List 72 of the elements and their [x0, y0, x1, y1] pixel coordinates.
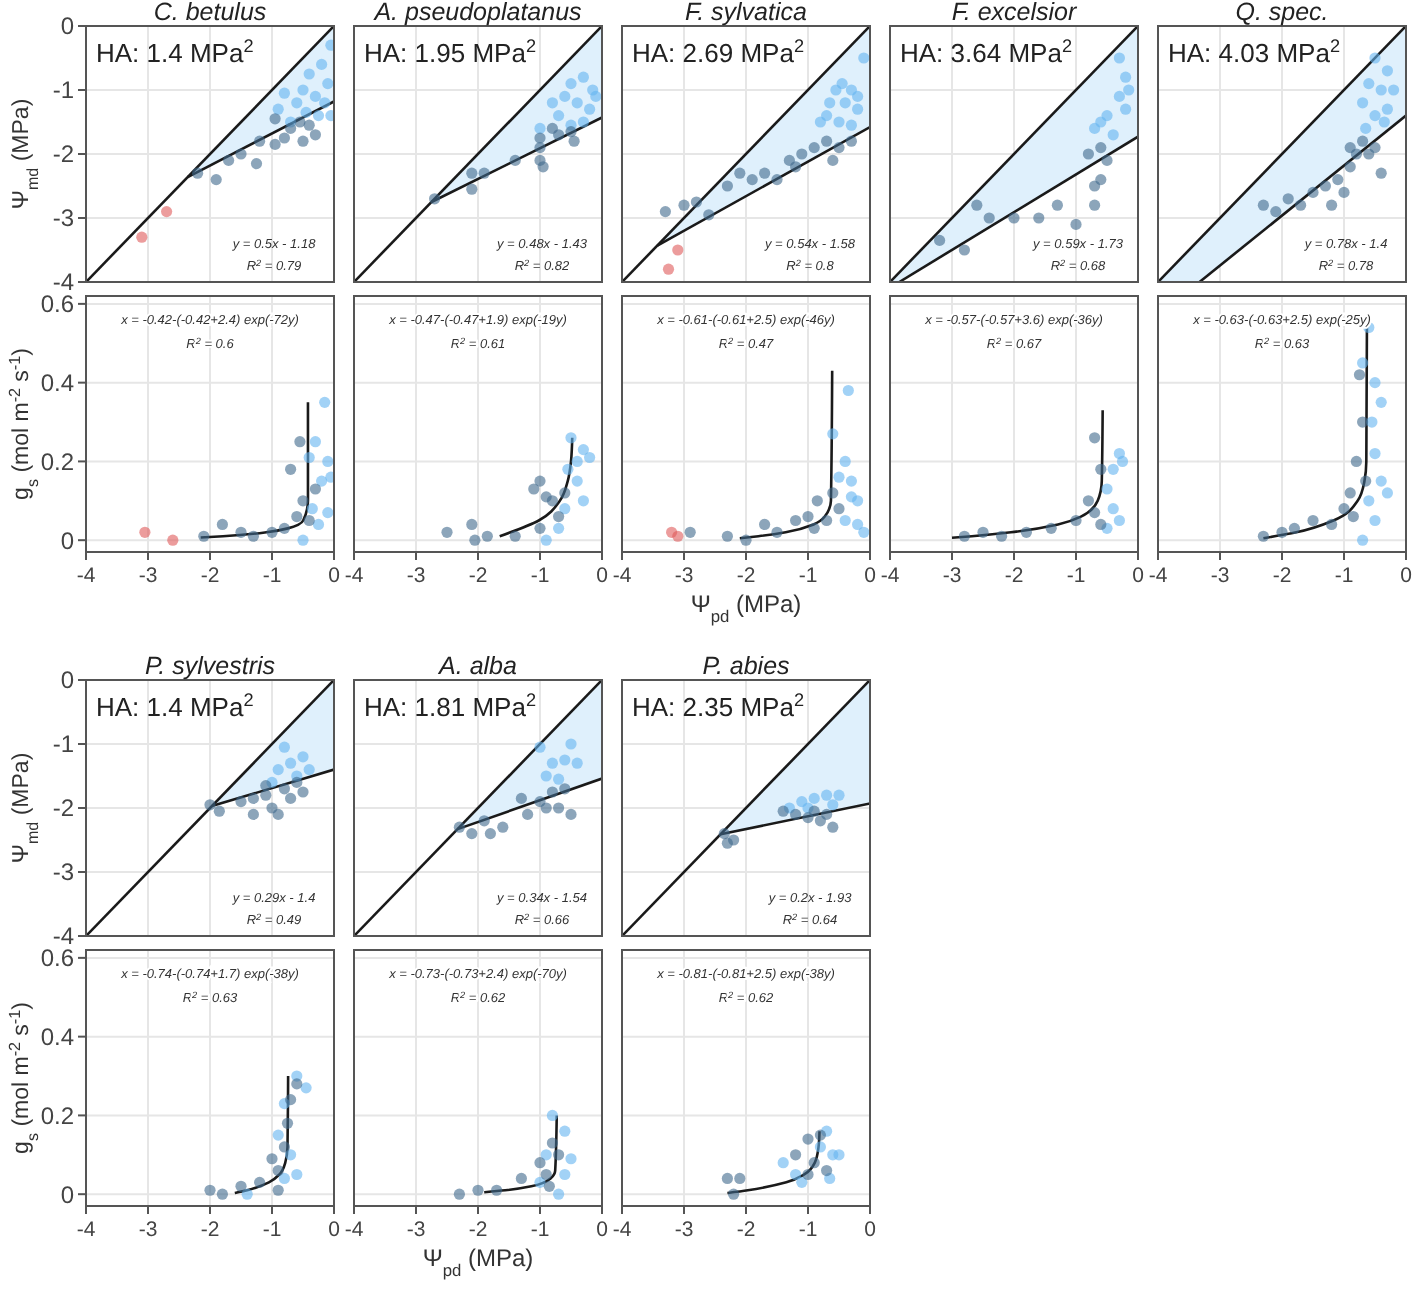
- x-tick-label: -4: [344, 564, 364, 588]
- x-tick-label: -1: [530, 1218, 550, 1242]
- x-tick-label: -3: [674, 564, 694, 588]
- x-tick-label: -1: [1066, 564, 1086, 588]
- x-tick-label: -1: [798, 564, 818, 588]
- annotation: HA: 1.4 MPa$^{2}$: [96, 690, 254, 722]
- y-tick-label: 0.2: [40, 1101, 75, 1130]
- x-tick-label: -3: [674, 1218, 694, 1242]
- x-tick-label: -3: [942, 564, 962, 588]
- x-tick-label: -2: [736, 1218, 756, 1242]
- x-tick-label: 0: [864, 1218, 877, 1242]
- x-tick-label: -4: [1148, 564, 1168, 588]
- chart-title: P. abies: [702, 652, 790, 680]
- x-tick-label: -2: [736, 564, 756, 588]
- x-tick-label: -4: [612, 564, 632, 588]
- x-tick-label: -3: [1210, 564, 1230, 588]
- annotation: HA: 1.95 MPa$^{2}$: [364, 36, 536, 68]
- x-axis-title: Ψ$_{pd}$ (MPa): [690, 590, 802, 626]
- annotation: HA: 2.69 MPa$^{2}$: [632, 36, 804, 68]
- y-tick-label: 0.4: [40, 369, 75, 398]
- x-tick-label: -2: [468, 1218, 488, 1242]
- chart-title: C. betulus: [153, 0, 267, 26]
- x-tick-label: -2: [468, 564, 488, 588]
- x-tick-label: -1: [530, 564, 550, 588]
- chart-title: F. sylvatica: [685, 0, 807, 26]
- y-tick-label: 0: [60, 526, 75, 555]
- x-tick-label: 0: [328, 1218, 341, 1242]
- y-tick-label: -3: [52, 858, 75, 887]
- x-tick-label: 0: [1132, 564, 1145, 588]
- x-tick-label: 0: [596, 564, 609, 588]
- x-tick-label: -2: [200, 564, 220, 588]
- x-tick-label: -4: [76, 564, 96, 588]
- x-tick-label: -4: [612, 1218, 632, 1242]
- y-tick-label: -2: [52, 794, 75, 823]
- annotation: HA: 2.35 MPa$^{2}$: [632, 690, 804, 722]
- chart-title: P. sylvestris: [144, 652, 276, 680]
- y-tick-label: -2: [52, 140, 75, 169]
- x-tick-label: -4: [344, 1218, 364, 1242]
- y-tick-label: 0: [60, 12, 75, 41]
- y-tick-label: -1: [52, 76, 75, 105]
- x-tick-label: 0: [1400, 564, 1413, 588]
- x-tick-label: -2: [200, 1218, 220, 1242]
- chart-title: A. pseudoplatanus: [372, 0, 582, 26]
- x-tick-label: -3: [138, 564, 158, 588]
- x-tick-label: -1: [262, 564, 282, 588]
- y-tick-label: 0: [60, 1180, 75, 1209]
- x-axis-title: Ψ$_{pd}$ (MPa): [422, 1244, 534, 1280]
- chart-title: F. excelsior: [951, 0, 1078, 26]
- x-tick-label: -2: [1004, 564, 1024, 588]
- annotation: HA: 4.03 MPa$^{2}$: [1168, 36, 1340, 68]
- x-tick-label: -1: [798, 1218, 818, 1242]
- x-tick-label: 0: [328, 564, 341, 588]
- x-tick-label: -4: [76, 1218, 96, 1242]
- x-tick-label: -3: [406, 564, 426, 588]
- annotation: HA: 1.81 MPa$^{2}$: [364, 690, 536, 722]
- y-tick-label: 0.2: [40, 447, 75, 476]
- chart-title: A. alba: [437, 652, 518, 680]
- annotation: HA: 3.64 MPa$^{2}$: [900, 36, 1072, 68]
- y-tick-label: -3: [52, 204, 75, 233]
- x-tick-label: -4: [880, 564, 900, 588]
- x-tick-label: -3: [138, 1218, 158, 1242]
- x-tick-label: 0: [596, 1218, 609, 1242]
- y-tick-label: 0: [60, 666, 75, 695]
- x-tick-label: -1: [262, 1218, 282, 1242]
- x-tick-label: -1: [1334, 564, 1354, 588]
- y-tick-label: -1: [52, 730, 75, 759]
- annotation: HA: 1.4 MPa$^{2}$: [96, 36, 254, 68]
- x-tick-label: -3: [406, 1218, 426, 1242]
- x-tick-label: 0: [864, 564, 877, 588]
- y-tick-label: 0.4: [40, 1023, 75, 1052]
- chart-title: Q. spec.: [1235, 0, 1329, 26]
- x-tick-label: -2: [1272, 564, 1292, 588]
